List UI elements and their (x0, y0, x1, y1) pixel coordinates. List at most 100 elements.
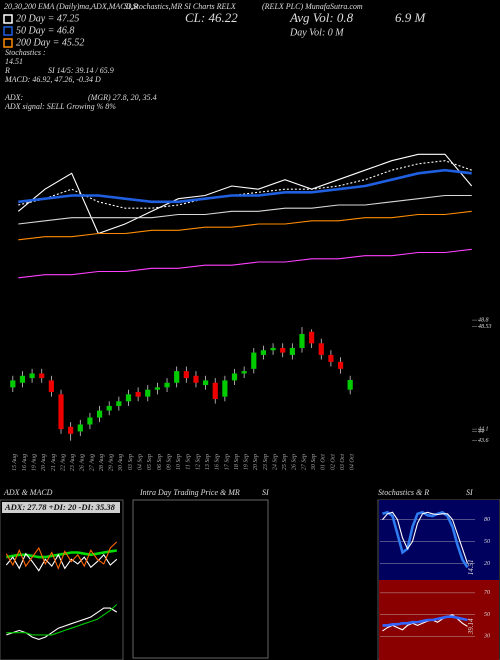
candle-body (154, 387, 161, 390)
y-tick-label: 43.6 (478, 437, 489, 444)
candle-body (212, 382, 218, 399)
legend-label: 50 Day = 46.8 (16, 25, 74, 36)
x-tick-label: 18 Sep (234, 454, 240, 470)
stat: (MGR) 27.8, 20, 35.4 (88, 93, 157, 102)
x-tick-label: 27 Sep (301, 454, 307, 470)
series-line (382, 615, 468, 627)
legend-swatch (3, 14, 13, 24)
legend-label: 20 Day = 47.25 (16, 13, 79, 24)
x-tick-label: 29 Aug (109, 454, 115, 471)
stat: R (4, 66, 10, 75)
candle-body (183, 371, 189, 379)
candle-body (193, 375, 199, 383)
candle-body (309, 331, 315, 344)
legend-swatch (3, 26, 13, 36)
y-tick-label: 20 (484, 561, 490, 567)
last-value-label: 14.51 (467, 560, 475, 576)
candle-body (135, 392, 141, 397)
x-tick-label: 15 Aug (12, 454, 18, 471)
x-tick-label: 01 Oct (321, 454, 327, 470)
candle-body (260, 350, 267, 355)
candle-body (164, 382, 170, 388)
series-line (382, 510, 469, 569)
x-tick-label: 19 Sep (244, 454, 250, 470)
candle-body (106, 405, 112, 411)
x-tick-label: 26 Sep (292, 454, 298, 470)
candle-body (116, 401, 122, 406)
y-tick-label: 50 (484, 539, 490, 545)
series-line (18, 210, 472, 241)
candle-body (19, 375, 26, 383)
x-tick-label: 10 Sep (176, 454, 182, 470)
series-line (18, 160, 472, 209)
series-line (18, 194, 472, 225)
x-tick-label: 30 Aug (118, 454, 124, 472)
candle-body (10, 380, 16, 388)
x-tick-label: 27 Aug (89, 454, 95, 471)
candle-body (29, 373, 35, 379)
x-tick-label: 25 Sep (282, 454, 288, 470)
series-line (18, 168, 472, 204)
x-tick-label: 16 Aug (22, 454, 28, 471)
close-price: CL: 46.22 (185, 10, 238, 25)
series-line (6, 604, 118, 636)
x-tick-label: 04 Oct (349, 454, 356, 470)
x-tick-label: 02 Oct (330, 454, 336, 470)
x-tick-label: 06 Sep (157, 454, 163, 470)
title-part: SI,Stochastics,MR SI Charts RELX (124, 2, 237, 11)
x-tick-label: 05 Sep (147, 454, 153, 470)
candle-body (289, 347, 295, 355)
x-tick-label: 16 Sep (215, 454, 221, 470)
stat: ADX: (4, 93, 24, 102)
panel-title: Stochastics & R (378, 488, 429, 497)
x-tick-label: 19 Aug (31, 454, 37, 471)
series-line (5, 552, 118, 572)
series-line (5, 541, 118, 570)
adx-box (2, 502, 120, 513)
candle-body (251, 352, 257, 369)
candle-body (222, 380, 228, 397)
x-tick-label: 28 Aug (99, 454, 105, 471)
panel-title: Intra Day Trading Price & MR (139, 488, 240, 497)
stat: MACD: 46.92, 47.26, -0.34 D (4, 75, 101, 84)
panel-frame (0, 499, 124, 660)
x-tick-label: 30 Sep (311, 454, 317, 471)
x-tick-label: 12 Sep (195, 454, 201, 470)
x-tick-label: 20 Aug (41, 454, 47, 471)
stat: ADX signal: SELL Growing % 8% (4, 102, 116, 111)
candle-body (48, 380, 54, 393)
y-tick-label: 50 (484, 612, 490, 618)
candle-body (39, 373, 45, 379)
x-tick-label: 23 Aug (70, 454, 76, 471)
x-tick-label: 11 Sep (186, 454, 192, 470)
candle-body (145, 389, 151, 397)
x-tick-label: 20 Sep (253, 454, 259, 470)
x-tick-label: 21 Aug (51, 454, 57, 471)
candle-body (174, 371, 180, 383)
series-line (382, 613, 468, 632)
panel-title: SI (466, 488, 473, 497)
x-tick-label: 04 Sep (137, 454, 144, 470)
intraday-panel (132, 499, 269, 659)
last-value-label: 39.14 (467, 618, 475, 635)
panel-background (379, 580, 499, 660)
y-tick-label: 44.1 (478, 426, 489, 433)
series-line (382, 511, 469, 564)
y-tick-label: 44 (478, 428, 484, 435)
candle-body (270, 347, 276, 351)
adx-readout: ADX: 27.78 +DI: 20 -DI: 35.38 (4, 502, 116, 512)
candle-body (299, 334, 305, 348)
candle-body (241, 371, 247, 374)
stat: Stochastics : (5, 48, 46, 57)
x-tick-label: 17 Sep (224, 454, 230, 470)
day-volume: Day Vol: 0 M (289, 27, 344, 38)
title-part: 20,30,200 EMA (Daily)ma,ADX,MACD,R (4, 2, 138, 11)
candle-body (77, 424, 83, 432)
x-tick-label: 26 Aug (80, 454, 86, 471)
stat: SI 14/5: 39.14 / 65.9 (48, 66, 114, 75)
candle-body (202, 380, 209, 386)
x-tick-label: 09 Sep (166, 454, 172, 470)
candle-body (68, 426, 74, 434)
candle-body (347, 379, 353, 390)
